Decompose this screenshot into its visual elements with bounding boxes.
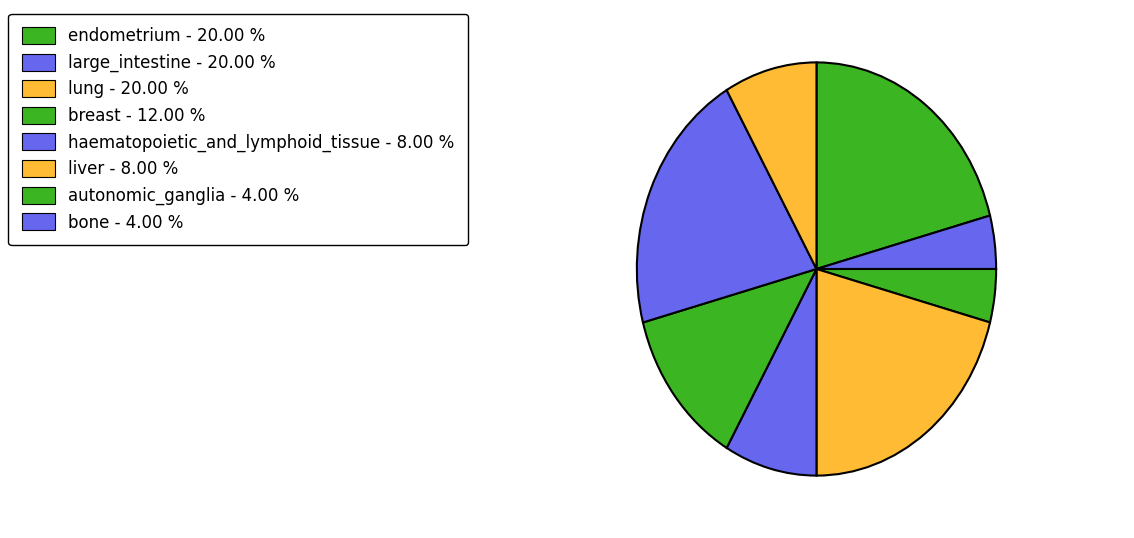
Wedge shape (637, 90, 816, 322)
Wedge shape (816, 216, 996, 269)
Legend: endometrium - 20.00 %, large_intestine - 20.00 %, lung - 20.00 %, breast - 12.00: endometrium - 20.00 %, large_intestine -… (8, 13, 468, 245)
Wedge shape (816, 269, 990, 476)
Wedge shape (816, 269, 996, 322)
Wedge shape (643, 269, 816, 448)
Wedge shape (727, 269, 816, 476)
Wedge shape (816, 62, 990, 269)
Wedge shape (727, 62, 816, 269)
